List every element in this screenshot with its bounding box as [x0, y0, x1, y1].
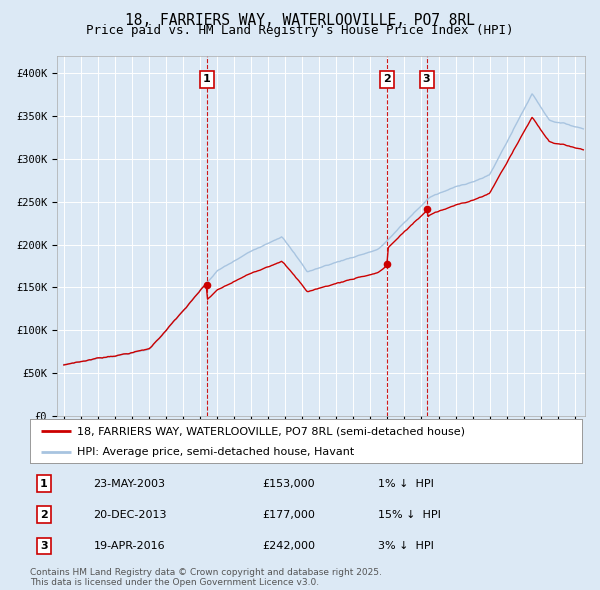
Text: HPI: Average price, semi-detached house, Havant: HPI: Average price, semi-detached house,… [77, 447, 354, 457]
Text: Contains HM Land Registry data © Crown copyright and database right 2025.
This d: Contains HM Land Registry data © Crown c… [30, 568, 382, 587]
Text: 19-APR-2016: 19-APR-2016 [94, 541, 165, 551]
Text: 3% ↓  HPI: 3% ↓ HPI [378, 541, 434, 551]
Text: 2: 2 [40, 510, 47, 520]
Text: 23-MAY-2003: 23-MAY-2003 [94, 478, 166, 489]
Text: 18, FARRIERS WAY, WATERLOOVILLE, PO7 8RL: 18, FARRIERS WAY, WATERLOOVILLE, PO7 8RL [125, 13, 475, 28]
Text: £177,000: £177,000 [262, 510, 315, 520]
Text: 1% ↓  HPI: 1% ↓ HPI [378, 478, 434, 489]
Text: 20-DEC-2013: 20-DEC-2013 [94, 510, 167, 520]
Text: 3: 3 [423, 74, 430, 84]
Text: 1: 1 [40, 478, 47, 489]
Text: 15% ↓  HPI: 15% ↓ HPI [378, 510, 440, 520]
Text: 2: 2 [383, 74, 391, 84]
Text: 3: 3 [40, 541, 47, 551]
Text: 18, FARRIERS WAY, WATERLOOVILLE, PO7 8RL (semi-detached house): 18, FARRIERS WAY, WATERLOOVILLE, PO7 8RL… [77, 427, 465, 436]
Text: £242,000: £242,000 [262, 541, 315, 551]
Text: 1: 1 [203, 74, 211, 84]
Text: £153,000: £153,000 [262, 478, 314, 489]
Text: Price paid vs. HM Land Registry's House Price Index (HPI): Price paid vs. HM Land Registry's House … [86, 24, 514, 37]
